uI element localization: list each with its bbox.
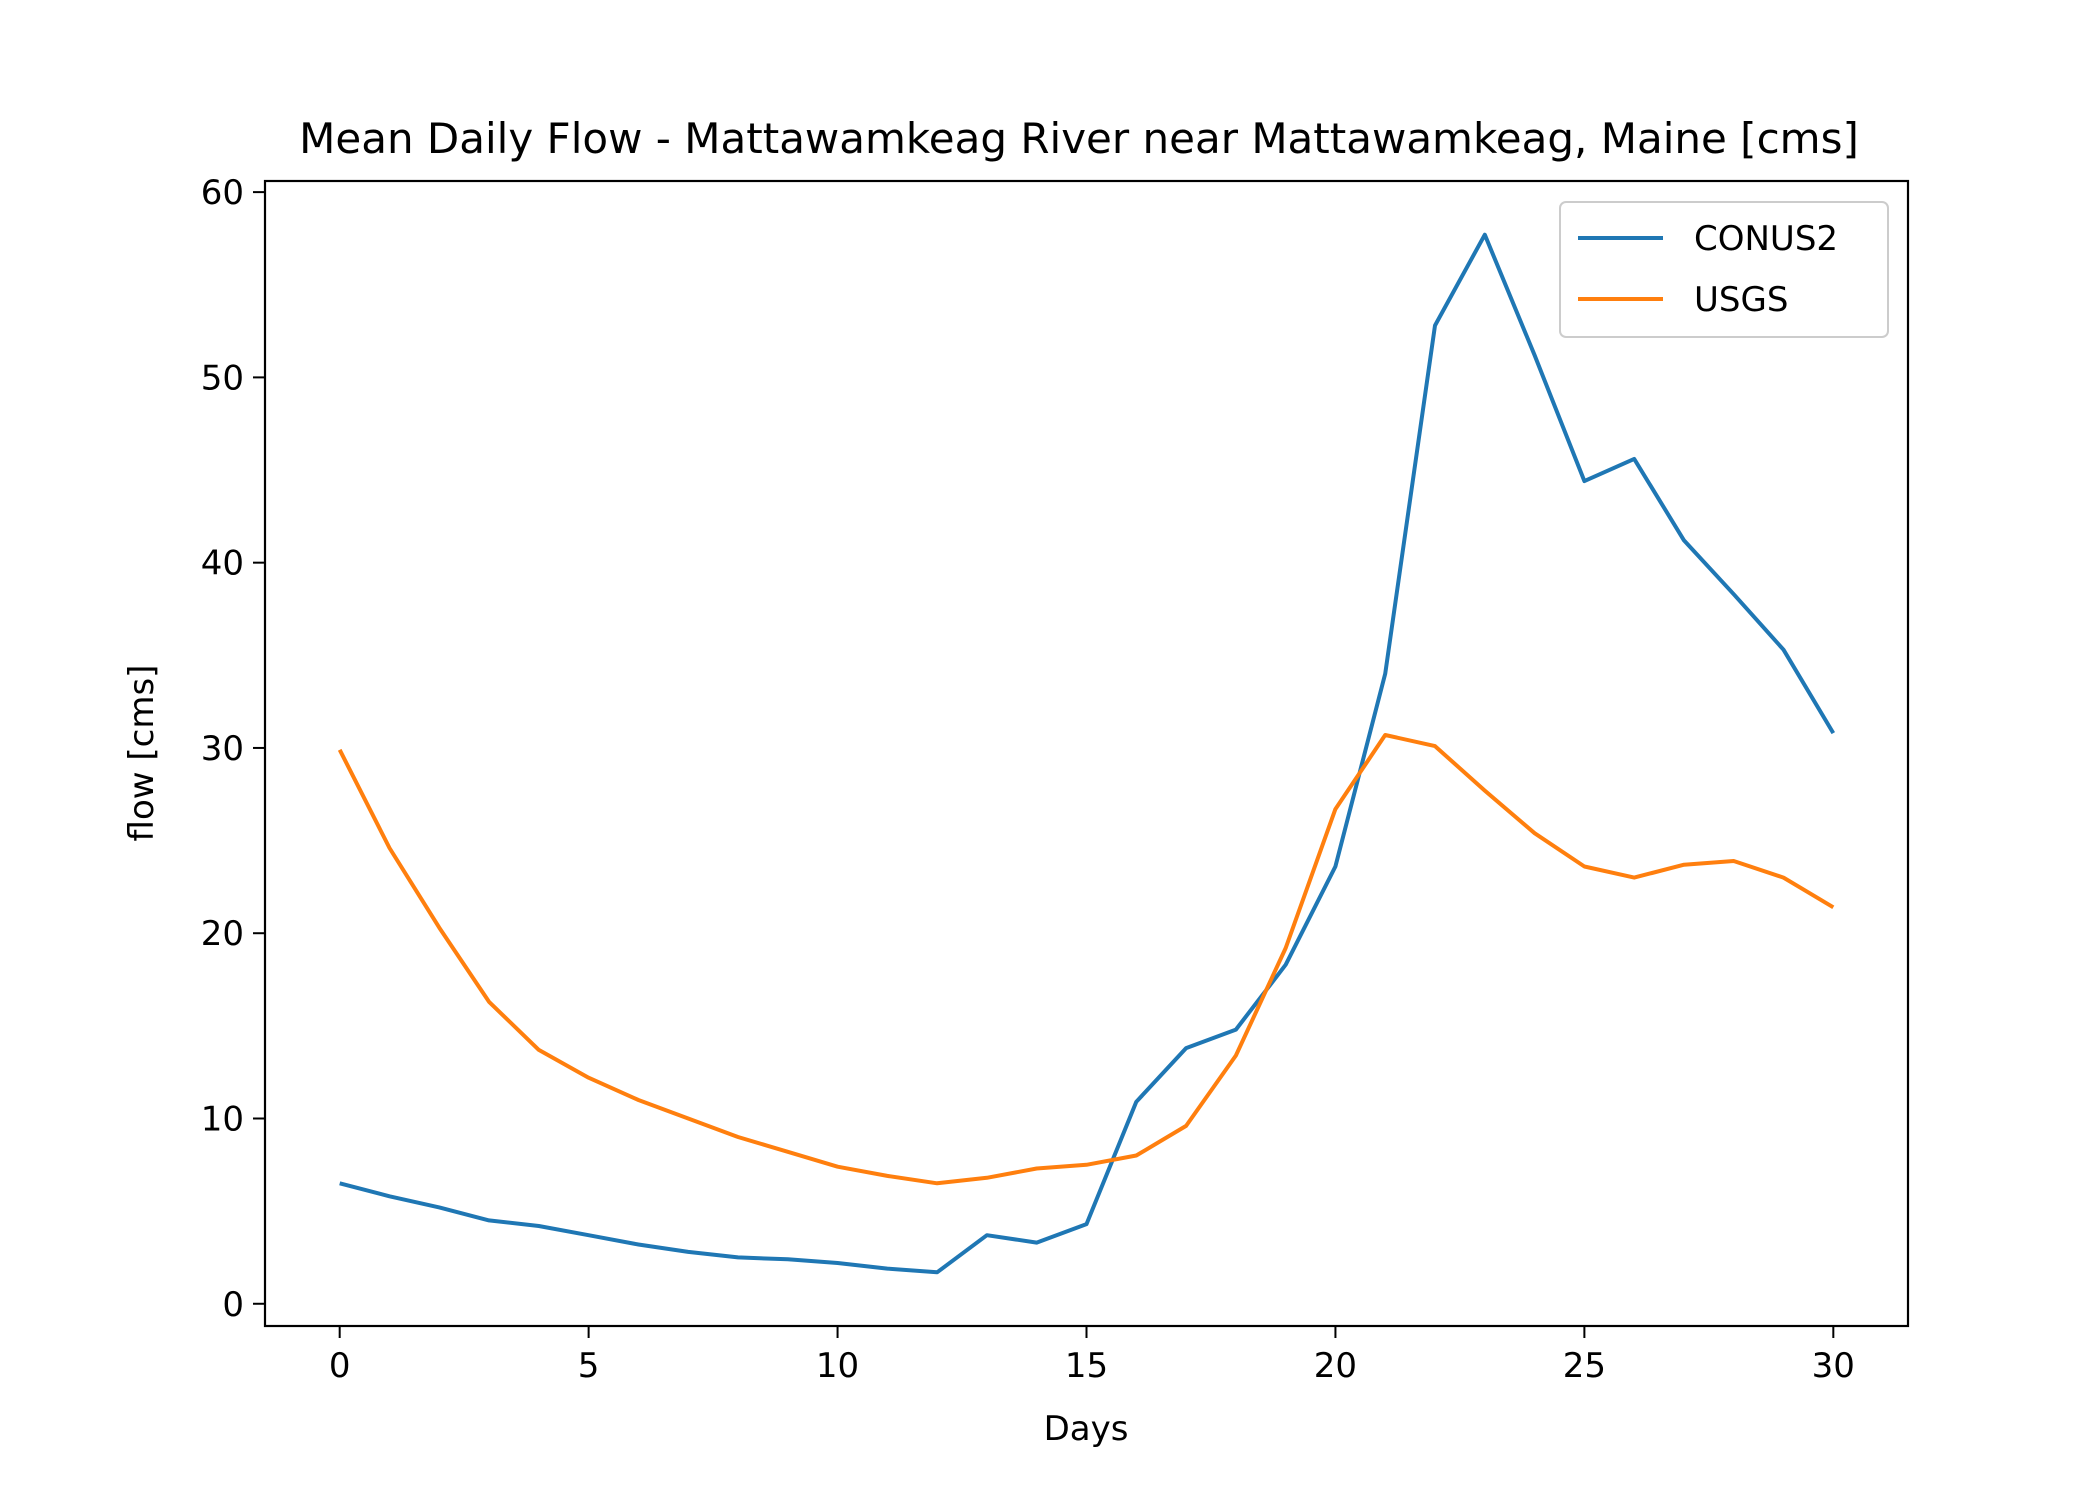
y-tick-label: 20: [201, 914, 244, 954]
y-tick-label: 30: [201, 729, 244, 769]
series-line-usgs: [337, 733, 1835, 1186]
y-axis: 0 10 20 30 40 50 60: [201, 173, 265, 1325]
y-tick-label: 0: [222, 1285, 244, 1325]
x-axis-label: Days: [1044, 1409, 1129, 1449]
y-axis-label: flow [cms]: [122, 665, 162, 842]
y-tick-label: 50: [201, 358, 244, 398]
y-tick-label: 60: [201, 173, 244, 213]
x-tick-label: 30: [1812, 1346, 1855, 1386]
x-tick-label: 25: [1563, 1346, 1606, 1386]
x-tick-label: 0: [329, 1346, 351, 1386]
legend-label-usgs: USGS: [1694, 280, 1788, 320]
legend-box: [1559, 201, 1889, 338]
x-tick-label: 5: [578, 1346, 600, 1386]
x-tick-label: 20: [1314, 1346, 1357, 1386]
legend: CONUS2 USGS: [1559, 201, 1889, 338]
chart-title: Mean Daily Flow - Mattawamkeag River nea…: [299, 114, 1859, 163]
y-tick-label: 40: [201, 544, 244, 584]
x-axis: 0 5 10 15 20 25 30: [329, 1326, 1855, 1386]
legend-label-conus2: CONUS2: [1694, 219, 1838, 259]
plot-frame: [263, 179, 1910, 1328]
y-tick-label: 10: [201, 1099, 244, 1139]
series-line-conus2: [339, 232, 1836, 1275]
x-tick-label: 15: [1065, 1346, 1108, 1386]
plot-area: [337, 232, 1836, 1275]
x-tick-label: 10: [816, 1346, 859, 1386]
